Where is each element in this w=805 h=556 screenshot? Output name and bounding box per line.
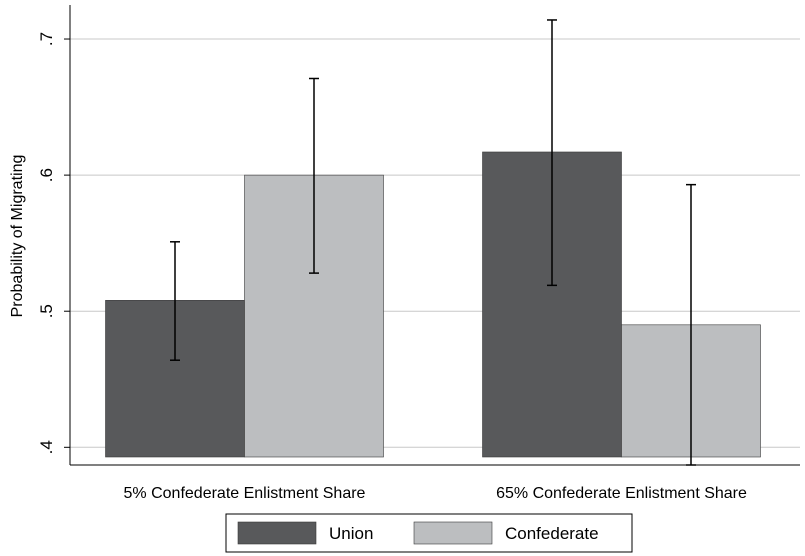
x-category-label: 5% Confederate Enlistment Share [124,485,366,502]
legend: Union Confederate [225,513,633,553]
y-tick-label: .4 [37,440,56,454]
legend-swatch [413,521,493,545]
y-tick-label: .6 [37,168,56,182]
x-category-labels: 5% Confederate Enlistment Share 65% Confe… [124,485,747,502]
legend-label: Union [329,524,373,543]
y-axis-title: Probability of Migrating [9,155,26,318]
x-category-label: 65% Confederate Enlistment Share [496,485,747,502]
y-tick-label: .5 [37,304,56,318]
y-tick-label: .7 [37,32,56,46]
error-bars [170,19,696,466]
legend-label: Confederate [505,524,599,543]
y-ticks: .4 .5 .6 .7 [37,32,70,454]
legend-swatch [237,521,317,545]
